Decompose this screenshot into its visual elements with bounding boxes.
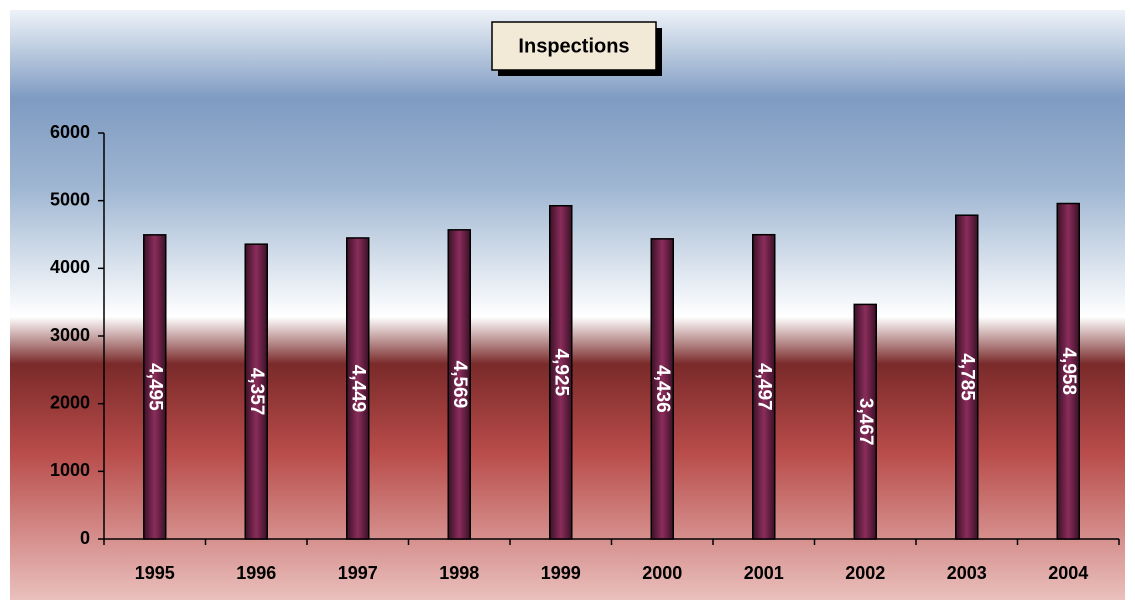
value-label: 4,497	[754, 363, 775, 411]
bar	[143, 234, 167, 540]
y-tick-label: 5000	[50, 189, 90, 209]
value-label: 4,357	[246, 368, 267, 416]
value-label: 4,925	[551, 349, 572, 397]
value-label: 4,449	[348, 365, 369, 413]
chart-title: Inspections	[518, 35, 629, 57]
bar	[346, 237, 370, 540]
bar	[447, 229, 471, 540]
y-tick-label: 4000	[50, 257, 90, 277]
x-tick-label: 2000	[642, 563, 682, 583]
x-tick-label: 2003	[947, 563, 987, 583]
x-tick-label: 1998	[439, 563, 479, 583]
title-box	[491, 21, 657, 71]
bar	[955, 214, 979, 540]
bar	[244, 243, 268, 540]
y-tick-label: 2000	[50, 392, 90, 412]
bar	[549, 204, 573, 540]
x-tick-label: 1996	[236, 563, 276, 583]
y-tick-label: 3000	[50, 325, 90, 345]
y-tick-label: 6000	[50, 122, 90, 142]
x-tick-label: 1997	[338, 563, 378, 583]
y-tick-label: 1000	[50, 460, 90, 480]
bar	[650, 238, 674, 540]
bar	[1056, 202, 1080, 540]
value-label: 4,958	[1058, 347, 1079, 395]
x-tick-label: 1999	[541, 563, 581, 583]
x-tick-label: 2002	[845, 563, 885, 583]
value-label: 4,495	[145, 363, 166, 411]
value-label: 4,569	[449, 361, 470, 409]
x-tick-label: 2004	[1048, 563, 1088, 583]
x-tick-label: 1995	[135, 563, 175, 583]
value-label: 4,436	[652, 365, 673, 413]
y-tick-label: 0	[80, 528, 90, 548]
x-tick-label: 2001	[744, 563, 784, 583]
bar	[853, 303, 877, 540]
value-label: 4,785	[957, 353, 978, 401]
value-label: 3,467	[855, 398, 876, 446]
bar	[752, 233, 776, 540]
